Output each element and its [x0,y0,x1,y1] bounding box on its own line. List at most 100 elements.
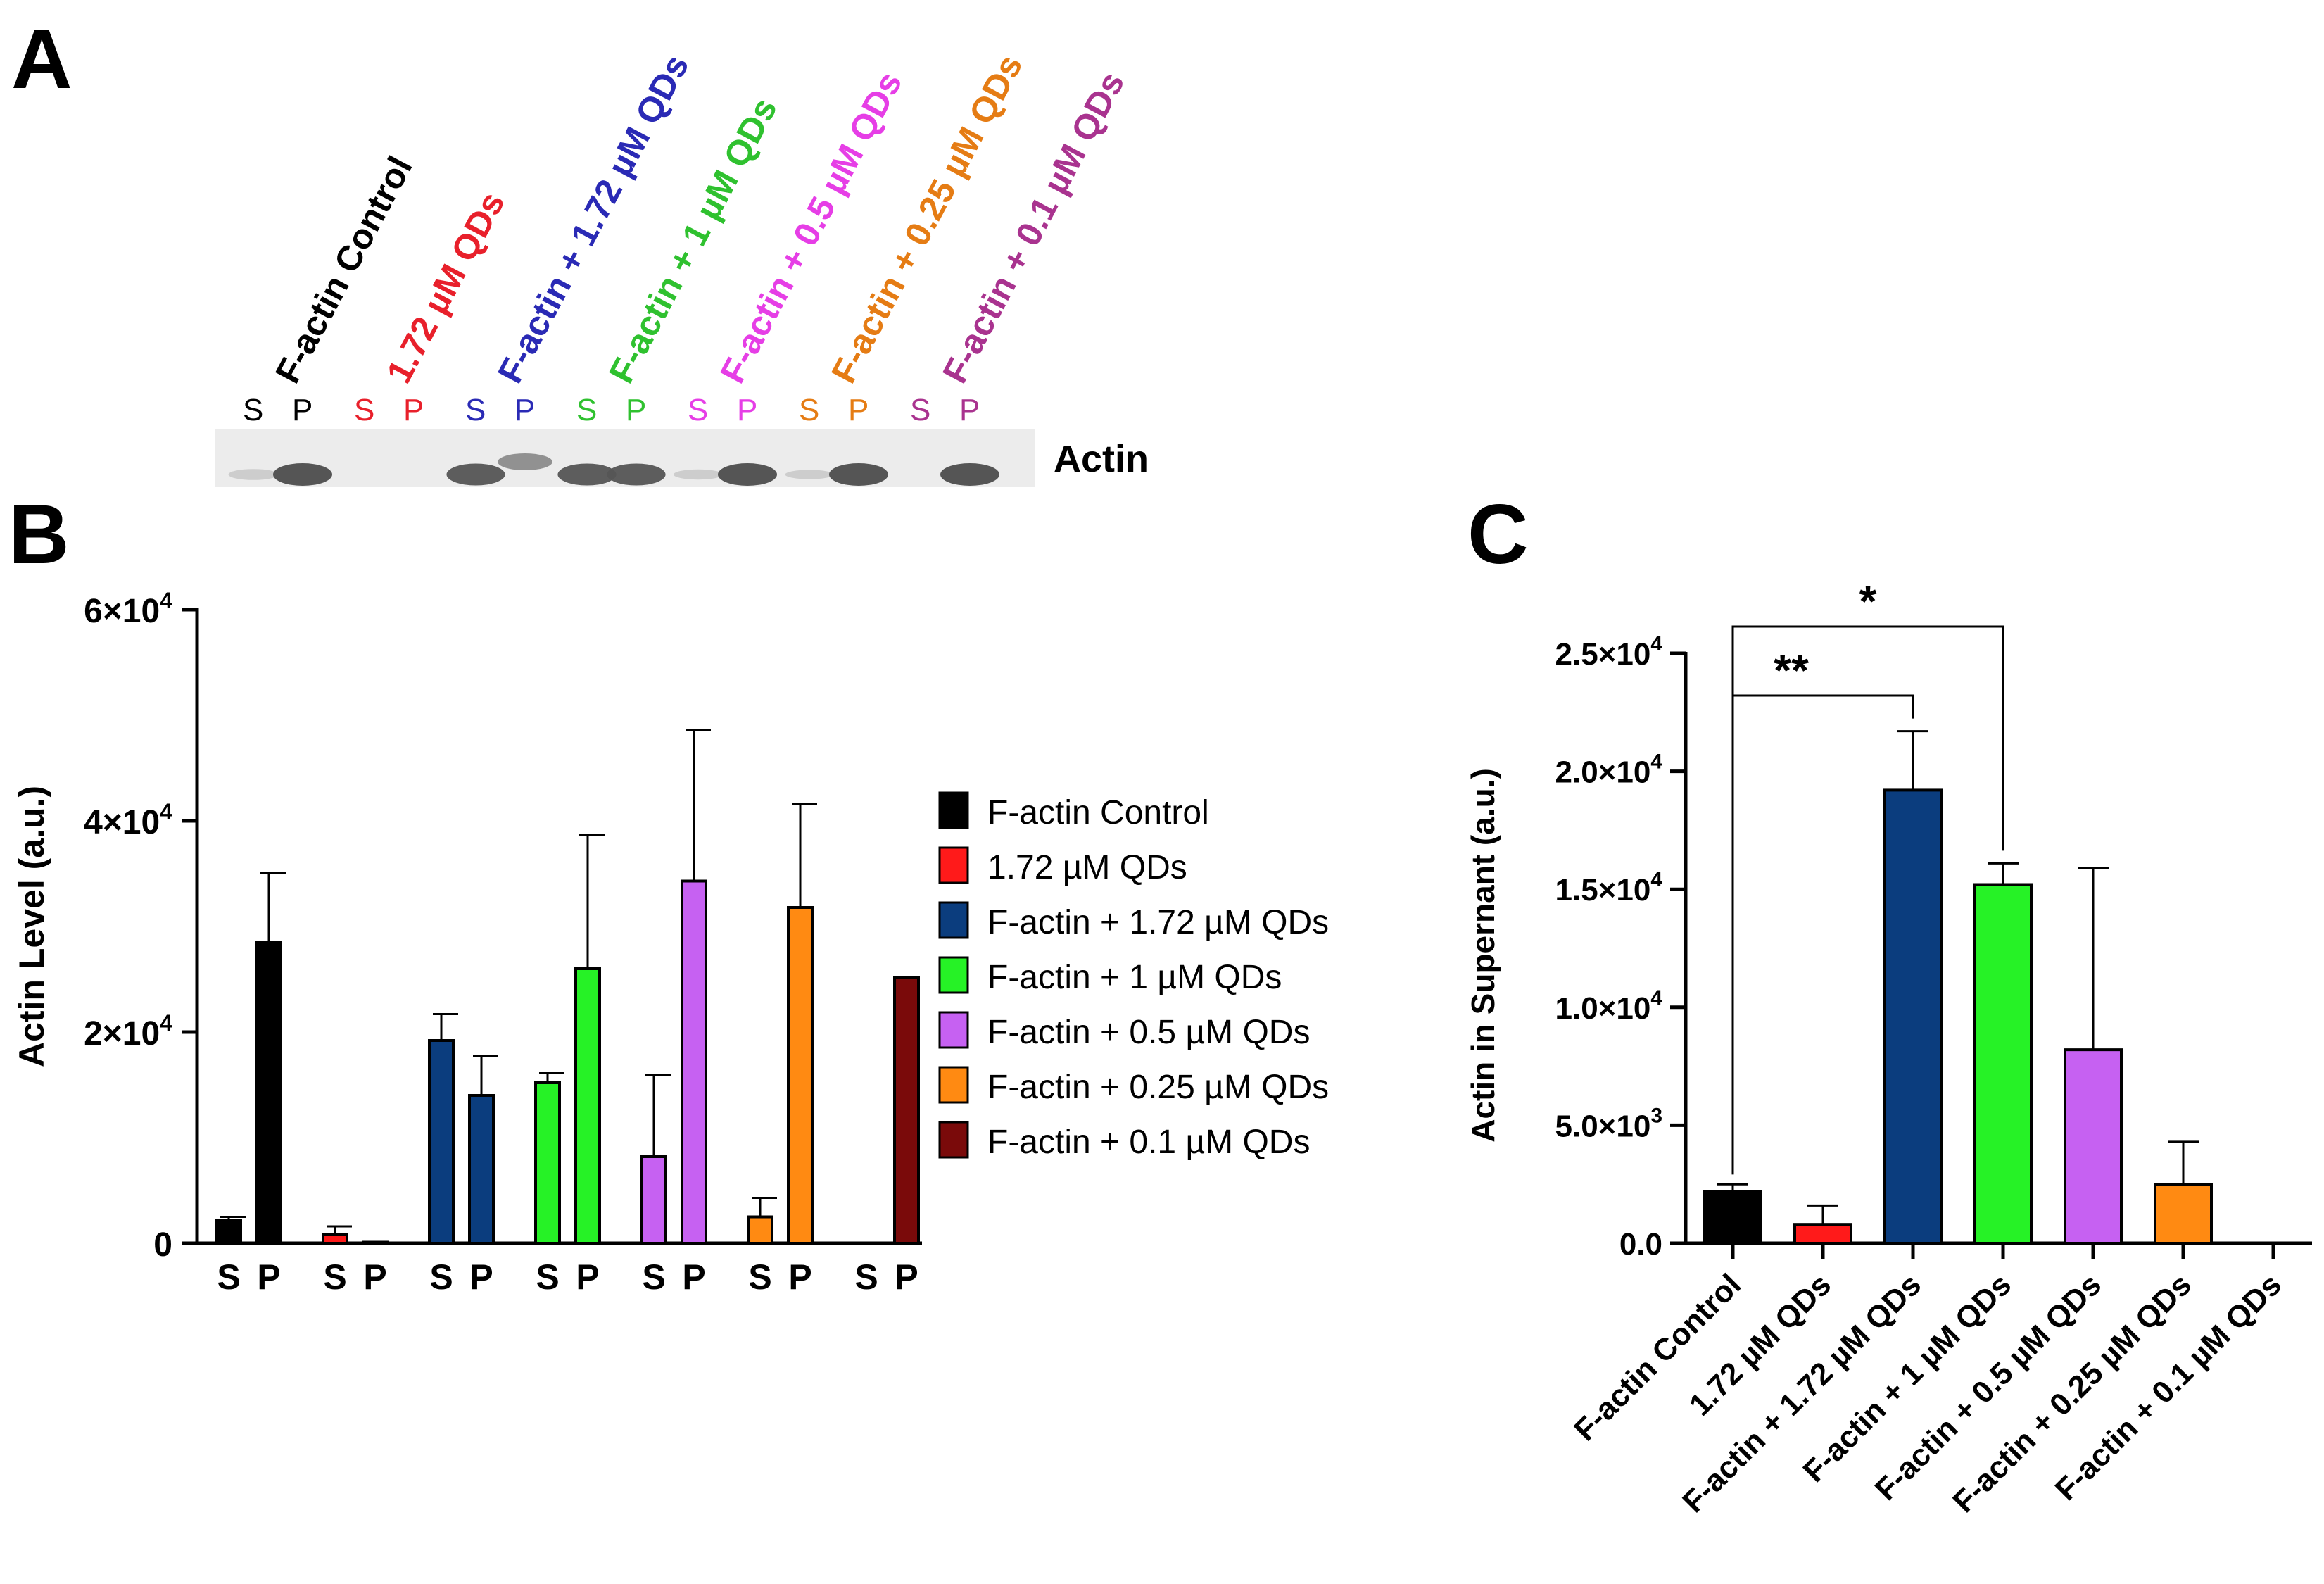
legend-label: F-actin + 0.1 µM QDs [987,1124,1310,1161]
blot-band [674,469,723,480]
legend-swatch [938,1066,969,1104]
blot-band [498,453,552,470]
blot-band [557,463,617,486]
bar [468,1094,495,1245]
lane-p-label: P [848,393,869,427]
lane-title: F-actin + 1.72 µM QDs [490,48,696,389]
lane-s-label: S [799,393,819,427]
bar [893,976,920,1245]
legend-swatch [938,956,969,994]
bar [322,1233,348,1245]
legend-swatch [938,1121,969,1159]
blot-band [829,463,888,486]
panel-b-letter: B [8,487,70,582]
x-tick-label: S [642,1257,665,1297]
bar [1793,1223,1852,1245]
lane-s-label: S [910,393,930,427]
blot-band [273,463,332,486]
bar [1703,1190,1762,1245]
panel-a-letter: A [11,12,72,106]
lane-p-label: P [959,393,980,427]
legend-label: F-actin + 1 µM QDs [987,959,1282,996]
bar [428,1039,455,1245]
legend-label: F-actin + 1.72 µM QDs [987,904,1329,941]
y-tick-label: 4×104 [84,799,172,841]
x-tick-label: S [429,1257,453,1297]
blot-band [228,469,279,480]
chart-c: 0.0 5.0×103 1.0×104 1.5×104 2.0×104 2.5×104 Ac… [1465,576,2312,1519]
y-axis-label: Actin in Supernant (a.u.) [1465,768,1501,1143]
chart-b-legend: F-actin Control 1.72 µM QDs F-actin + 1.72… [938,791,1329,1161]
x-tick-label: S [536,1257,559,1297]
lane-p-label: P [737,393,757,427]
bar [681,879,707,1245]
y-tick-label: 2×104 [84,1010,172,1052]
legend-swatch [938,846,969,884]
y-tick-label: 2.0×104 [1555,750,1663,790]
panel-c-letter: C [1467,487,1529,582]
bar [1973,883,2033,1245]
x-tick-label: P [895,1257,918,1297]
lane-s-label: S [465,393,486,427]
bar [255,941,282,1245]
bar [2154,1183,2213,1245]
bar [534,1081,561,1245]
bar [215,1219,242,1245]
blot-band [785,470,834,479]
legend-swatch [938,791,969,829]
y-tick-label: 0.0 [1619,1227,1662,1262]
legend-label: F-actin + 0.25 µM QDs [987,1069,1329,1106]
legend-label: 1.72 µM QDs [987,849,1187,886]
y-axis-label: Actin Level (a.u.) [12,786,51,1067]
y-tick-label: 0 [153,1226,172,1264]
legend-label: F-actin Control [987,794,1209,831]
x-tick-label: P [469,1257,493,1297]
lane-s-label: S [576,393,597,427]
bar [747,1215,773,1245]
x-tick-label: S [217,1257,240,1297]
bar [2064,1048,2123,1245]
x-tick-label: P [788,1257,811,1297]
bar [640,1155,667,1245]
y-tick-label: 1.5×104 [1555,868,1663,907]
lane-s-label: S [354,393,374,427]
x-tick-label: P [576,1257,599,1297]
x-tick-label: P [363,1257,386,1297]
y-tick-label: 2.5×104 [1555,632,1663,672]
band-label: Actin [1054,438,1149,480]
blot-bands [228,453,999,486]
legend-label: F-actin + 0.5 µM QDs [987,1014,1310,1051]
significance-bracket [1731,625,2004,1175]
legend-swatch [938,1011,969,1049]
blot-band [607,463,666,486]
lane-p-label: P [292,393,312,427]
lane-p-label: P [403,393,424,427]
y-tick-label: 1.0×104 [1555,986,1663,1026]
bar [787,906,814,1245]
significance-label: * [1859,576,1877,627]
significance-label: ** [1774,645,1809,696]
bar [574,967,601,1245]
lane-s-label: S [243,393,263,427]
bar [362,1240,389,1245]
x-tick-label: S [323,1257,346,1297]
blot-band [940,463,999,486]
lane-p-label: P [626,393,646,427]
panel-c: C 0.0 5.0×103 1.0×104 1.5×104 2.0×104 2.5×104… [1465,487,2312,1519]
blot-band [718,463,777,486]
x-tick-label: S [854,1257,878,1297]
lane-s-label: S [688,393,708,427]
y-tick-label: 6×104 [84,588,172,630]
lane-p-label: P [514,393,535,427]
legend-swatch [938,901,969,939]
bar [1883,788,1943,1245]
x-tick-label: P [257,1257,280,1297]
y-tick-label: 5.0×103 [1555,1104,1663,1143]
blot-band [446,463,505,486]
